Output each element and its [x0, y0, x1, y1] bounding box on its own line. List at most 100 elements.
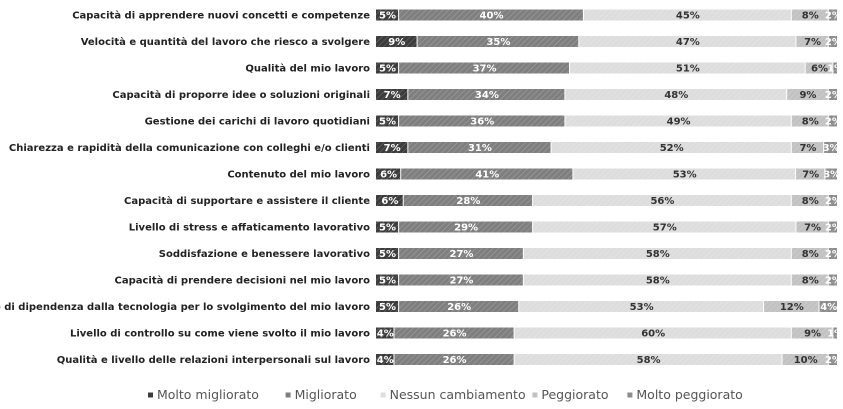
bar-segment [408, 89, 565, 100]
bar-row: Qualità e livello delle relazioni interp… [57, 354, 842, 366]
category-label: Qualità e livello delle relazioni interp… [57, 354, 370, 366]
bar-segment [376, 248, 399, 259]
bar-segment [828, 274, 837, 286]
data-label: 5% [379, 276, 396, 287]
legend-label: Molto migliorato [157, 387, 259, 402]
bar-segment [828, 115, 837, 127]
category-label: Soddisfazione e benessere lavorativo [159, 249, 370, 260]
bar-row: Livello di controllo su come viene svolt… [70, 327, 843, 340]
legend-swatch [380, 392, 386, 398]
bar-segment [791, 195, 828, 206]
bar-segment [376, 195, 403, 206]
bar-row: Capacità di supportare e assistere il cl… [124, 195, 842, 207]
bar-segment [787, 89, 828, 100]
bar-segment [399, 62, 570, 74]
legend-label: Nessun cambiamento [390, 387, 526, 402]
bar-segment [376, 89, 408, 100]
data-label: 27% [450, 249, 474, 260]
data-label: 2% [825, 355, 842, 366]
bar-segment [376, 221, 399, 233]
legend-label: Migliorato [295, 387, 357, 402]
data-label: 7% [804, 37, 821, 48]
data-label: 2% [825, 117, 842, 128]
legend-label: Peggiorato [541, 387, 608, 402]
data-label: 37% [473, 64, 497, 75]
bar-row: Qualità del mio lavoro 5% 37% 51% 6% 1% [245, 62, 843, 75]
data-label: 45% [676, 11, 700, 22]
category-label: Capacità di apprendere nuovi concetti e … [72, 10, 370, 22]
bar-segment [399, 248, 523, 259]
category-label: Contenuto del mio lavoro [227, 170, 370, 181]
bar-segment [791, 327, 833, 339]
bar-segment [828, 354, 837, 365]
legend-swatch [285, 392, 291, 398]
data-label: 8% [802, 276, 819, 287]
data-label: 31% [468, 143, 492, 154]
bar-segment [376, 142, 408, 153]
bar-row: Capacità di apprendere nuovi concetti e … [72, 9, 842, 22]
data-label: 7% [384, 143, 401, 154]
data-label: 5% [379, 223, 396, 234]
data-label: 5% [379, 64, 396, 75]
bar-segment [394, 327, 514, 339]
data-label: 6% [380, 170, 397, 181]
data-label: 53% [630, 302, 654, 313]
legend-swatch [148, 392, 153, 398]
category-label: Livello di stress e affaticamento lavora… [129, 223, 370, 234]
data-label: 9% [804, 329, 821, 340]
bar-row: Capacità di proporre idee o soluzioni or… [112, 89, 842, 101]
data-label: 7% [384, 90, 401, 101]
data-label: 53% [673, 170, 697, 181]
data-label: 9% [799, 90, 816, 101]
data-label: 2% [825, 90, 842, 101]
legend: Molto migliorato Migliorato Nessun cambiam… [148, 387, 743, 402]
data-label: 2% [825, 223, 842, 234]
category-label: Velocità e quantità del lavoro che riesc… [81, 36, 371, 48]
data-label: 4% [377, 355, 394, 366]
bar-segment [417, 36, 579, 47]
data-label: 4% [377, 329, 394, 340]
bar-segment [565, 115, 791, 127]
bar-segment [376, 62, 399, 74]
data-label: 41% [475, 170, 499, 181]
bar-segment [824, 142, 837, 153]
data-label: 27% [450, 276, 474, 287]
bar-segment [833, 327, 837, 339]
data-label: 34% [475, 90, 499, 101]
bar-segment [579, 36, 796, 47]
category-label: Chiarezza e rapidità della comunicazione… [9, 142, 370, 154]
legend-item: Peggiorato [532, 387, 609, 402]
data-label: 8% [802, 196, 819, 207]
bar-segment [399, 301, 519, 312]
bar-segment [828, 221, 837, 233]
data-label: 58% [646, 249, 670, 260]
data-label: 57% [653, 223, 677, 234]
data-label: 1% [827, 329, 843, 340]
data-label: 12% [780, 302, 804, 313]
bar-segment [376, 301, 399, 312]
bar-segment [828, 9, 837, 21]
bar-row: Il grado di dipendenza dalla tecnologia … [0, 301, 837, 313]
bar-segment [570, 62, 805, 74]
data-label: 7% [804, 223, 821, 234]
bar-row: Capacità di prendere decisioni nel mio l… [114, 274, 842, 287]
bar-segment [791, 142, 824, 153]
bar-segment [583, 9, 791, 21]
bar-segment [791, 274, 828, 286]
data-label: 36% [470, 117, 494, 128]
data-label: 8% [802, 117, 819, 128]
category-label: Capacità di supportare e assistere il cl… [124, 195, 370, 207]
bar-segment [825, 168, 837, 180]
data-label: 28% [456, 196, 480, 207]
bar-segment [533, 221, 796, 233]
bar-segment [782, 354, 828, 365]
bar-segment [399, 9, 583, 21]
data-label: 56% [650, 196, 674, 207]
bar-segment [796, 168, 825, 180]
data-label: 49% [667, 117, 691, 128]
data-label: 60% [641, 329, 665, 340]
data-label: 5% [379, 302, 396, 313]
bar-row: Contenuto del mio lavoro 6% 41% 53% 7% 3% [227, 168, 840, 181]
